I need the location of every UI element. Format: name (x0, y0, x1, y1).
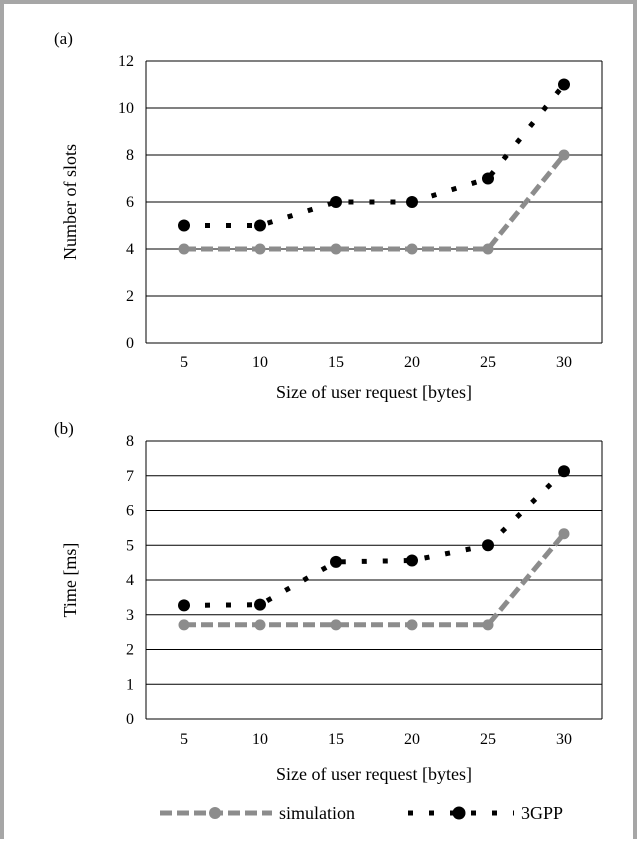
x-tick-label: 30 (556, 731, 572, 748)
data-point-simulation (482, 619, 494, 631)
x-axis-title: Size of user request [bytes] (276, 382, 472, 402)
data-point-3gpp (178, 599, 190, 612)
panel-label: (a) (54, 29, 73, 48)
x-tick-label: 25 (480, 354, 496, 371)
data-point-3gpp (254, 598, 266, 611)
y-tick-label: 10 (118, 100, 134, 117)
x-axis-title: Size of user request [bytes] (276, 764, 472, 784)
y-tick-label: 8 (126, 433, 134, 450)
data-point-simulation (254, 619, 266, 631)
data-point-3gpp (330, 196, 342, 208)
series-line-3gpp (184, 82, 566, 228)
data-point-3gpp (558, 78, 570, 91)
data-point-3gpp (178, 219, 190, 232)
legend-3gpp-label: 3GPP (521, 803, 563, 823)
data-point-simulation (178, 243, 190, 255)
data-point-simulation (330, 243, 342, 255)
data-point-simulation (558, 149, 570, 161)
x-tick-label: 5 (180, 731, 188, 748)
y-tick-label: 8 (126, 147, 134, 164)
series-line-simulation (184, 153, 566, 252)
data-point-simulation (558, 528, 570, 540)
y-tick-label: 3 (126, 607, 134, 624)
y-axis-title: Time [ms] (60, 543, 80, 618)
y-tick-label: 4 (126, 572, 134, 589)
data-point-3gpp (482, 172, 494, 185)
y-tick-label: 5 (126, 537, 134, 554)
data-point-simulation (178, 619, 190, 631)
y-tick-label: 12 (118, 53, 134, 70)
x-tick-label: 15 (328, 354, 344, 371)
y-tick-label: 0 (126, 335, 134, 352)
y-tick-label: 4 (126, 241, 134, 258)
x-tick-label: 15 (328, 731, 344, 748)
data-point-3gpp (482, 539, 494, 552)
y-axis-title: Number of slots (60, 144, 80, 260)
y-tick-label: 0 (126, 711, 134, 728)
y-tick-label: 6 (126, 503, 134, 520)
series-line-simulation (184, 532, 566, 628)
data-point-simulation (254, 243, 266, 255)
data-point-simulation (406, 243, 418, 255)
x-tick-label: 5 (180, 354, 188, 371)
legend-simulation-label: simulation (279, 803, 355, 823)
x-tick-label: 20 (404, 731, 420, 748)
series-line-3gpp (183, 469, 566, 608)
y-tick-label: 6 (126, 194, 134, 211)
data-point-3gpp (406, 196, 418, 208)
x-tick-label: 10 (252, 731, 268, 748)
x-tick-label: 20 (404, 354, 420, 371)
data-point-simulation (330, 619, 342, 631)
data-point-simulation (406, 619, 418, 631)
x-tick-label: 30 (556, 354, 572, 371)
data-point-3gpp (254, 219, 266, 232)
panel-label: (b) (54, 419, 74, 438)
data-point-3gpp (558, 465, 570, 478)
legend-3gpp-marker (452, 806, 466, 820)
y-tick-label: 7 (126, 468, 134, 485)
y-tick-label: 1 (126, 676, 134, 693)
x-tick-label: 10 (252, 354, 268, 371)
data-point-3gpp (406, 554, 418, 567)
data-point-simulation (482, 243, 494, 255)
y-tick-label: 2 (126, 288, 134, 305)
data-point-3gpp (330, 555, 342, 568)
y-tick-label: 2 (126, 642, 134, 659)
x-tick-label: 25 (480, 731, 496, 748)
legend-simulation-marker (209, 807, 221, 819)
